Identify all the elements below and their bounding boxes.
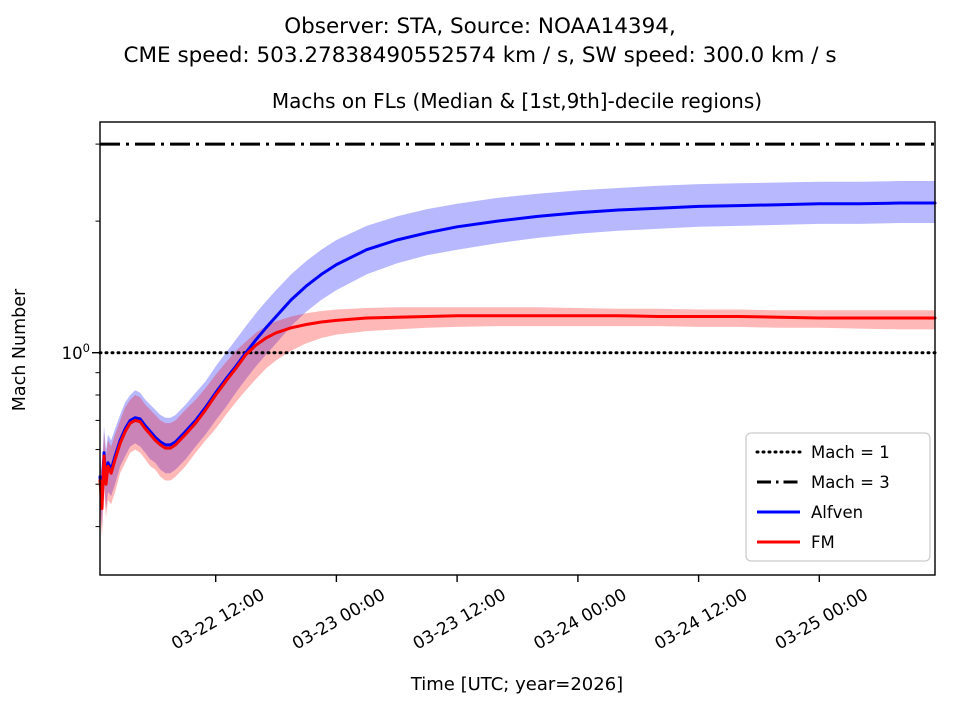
fm-median-line	[98, 314, 937, 510]
alfven-decile-band	[100, 181, 935, 527]
legend-label-mach3: Mach = 3	[811, 473, 890, 492]
legend-label-mach1: Mach = 1	[811, 443, 890, 462]
legend-box	[745, 432, 931, 562]
legend-label-fm: FM	[811, 533, 835, 552]
axes-frame	[99, 121, 936, 576]
legend-label-alfven: Alfven	[811, 503, 863, 522]
suptitle-line1: Observer: STA, Source: NOAA14394,	[284, 14, 676, 39]
y-axis-label: Mach Number	[10, 288, 30, 411]
suptitle-line2: CME speed: 503.27838490552574 km / s, SW…	[123, 43, 836, 68]
axes-title: Machs on FLs (Median & [1st,9th]-decile …	[272, 89, 762, 113]
y-tick-exponent: 0	[83, 341, 90, 355]
y-tick-label-1: 100	[62, 341, 90, 363]
y-tick-base: 10	[62, 344, 83, 363]
legend: Mach = 1 Mach = 3 Alfven FM	[745, 432, 931, 562]
x-axis-label: Time [UTC; year=2026]	[410, 674, 623, 695]
